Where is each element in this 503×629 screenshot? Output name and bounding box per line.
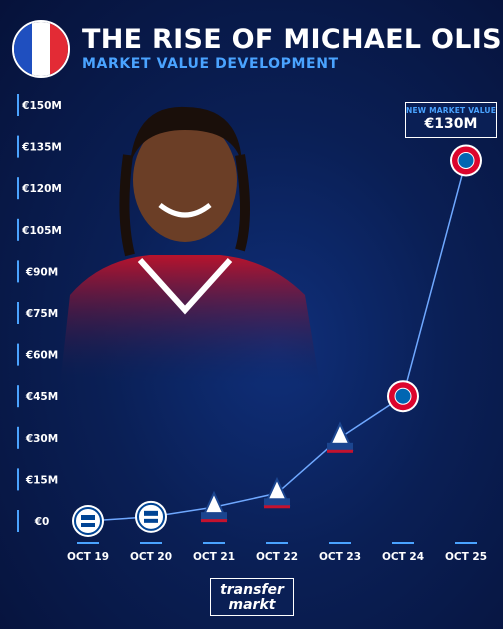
data-point — [263, 476, 291, 509]
y-tick-label: €0 — [34, 516, 50, 528]
page-subtitle: MARKET VALUE DEVELOPMENT — [82, 56, 339, 72]
callout-label: NEW MARKET VALUE — [406, 106, 497, 115]
y-tick-label: €30M — [25, 433, 58, 445]
player-photo — [60, 106, 320, 385]
data-point — [387, 380, 419, 413]
flag-white-stripe — [32, 22, 50, 76]
data-point — [326, 421, 354, 453]
flag-blue-stripe — [14, 22, 32, 76]
x-axis: OCT 19 OCT 20 OCT 21 OCT 22 OCT 23 OCT 24 OCT … — [67, 542, 487, 563]
x-tick-label: OCT 24 — [382, 551, 424, 563]
logo-line1: transfer — [220, 582, 284, 598]
data-point — [135, 500, 167, 533]
data-point — [450, 144, 482, 177]
y-tick-label: €150M — [21, 100, 62, 112]
page-title: THE RISE OF MICHAEL OLISE — [82, 24, 503, 55]
y-tick-label: €90M — [25, 266, 58, 278]
new-market-value-callout: NEW MARKET VALUE €130M — [405, 102, 497, 138]
series-segment — [213, 492, 278, 508]
x-tick-label: OCT 23 — [319, 551, 361, 563]
series-segment — [402, 160, 467, 397]
x-tick-label: OCT 20 — [130, 551, 172, 563]
y-axis: €0 €15M €30M €45M €60M €75M €90M €105M €120M €135… — [17, 94, 62, 532]
y-tick-label: €60M — [25, 350, 58, 362]
logo-line2: markt — [228, 597, 276, 613]
y-tick-label: €15M — [25, 474, 58, 486]
series-line — [87, 160, 467, 522]
france-flag-icon — [12, 20, 70, 78]
y-tick-label: €135M — [21, 142, 62, 154]
x-tick-label: OCT 19 — [67, 551, 109, 563]
y-tick-label: €120M — [21, 183, 62, 195]
y-tick-label: €45M — [25, 391, 58, 403]
transfermarkt-logo: transfer markt — [210, 578, 294, 616]
y-tick-label: €75M — [25, 308, 58, 320]
data-point — [200, 490, 228, 523]
callout-value: €130M — [424, 116, 478, 132]
data-points — [72, 144, 482, 537]
data-point — [72, 505, 104, 537]
y-tick-label: €105M — [21, 225, 62, 237]
x-tick-label: OCT 25 — [445, 551, 487, 563]
flag-red-stripe — [50, 22, 68, 76]
x-tick-label: OCT 21 — [193, 551, 235, 563]
x-tick-label: OCT 22 — [256, 551, 298, 563]
